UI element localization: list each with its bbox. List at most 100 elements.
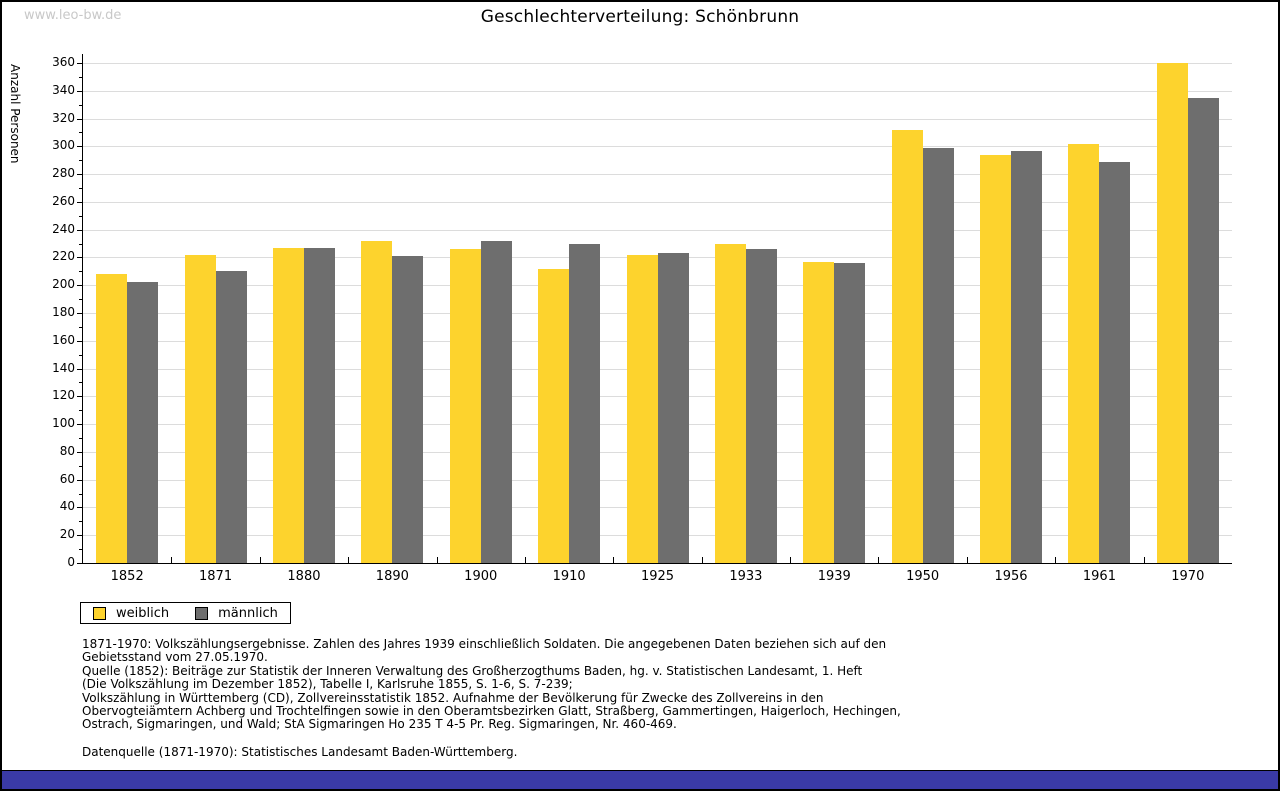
x-axis-tick [436,557,438,563]
y-axis-major-tick [77,229,83,231]
legend-label-maennlich: männlich [218,605,278,621]
y-tick-label: 340 [52,82,75,97]
bar-maennlich-1933 [745,249,777,563]
x-tick-label: 1900 [464,569,498,584]
bar-maennlich-1956 [1011,150,1043,563]
y-axis-major-tick [77,507,83,509]
y-axis-minor-tick [79,493,83,495]
footer-note-line: Obervogteiämtern Achberg und Trochtelfin… [82,704,901,719]
y-axis-minor-tick [79,160,83,162]
y-axis-major-tick [77,118,83,120]
bar-maennlich-1890 [392,256,424,563]
bar-maennlich-1910 [569,243,601,563]
y-axis-minor-tick [79,410,83,412]
y-axis-major-tick [77,396,83,398]
y-tick-label: 300 [52,138,75,153]
y-axis-minor-tick [79,271,83,273]
y-axis-minor-tick [79,326,83,328]
y-axis-major-tick [77,146,83,148]
bar-chart-plot: 0 20 40 60 80 100 120 140 160 180 200 220 240 260 280 3… [2,2,1278,602]
y-tick-label: 100 [52,416,75,431]
y-tick-label: 140 [52,360,75,375]
y-tick-label: 200 [52,277,75,292]
y-tick-label: 240 [52,221,75,236]
bar-weiblich-1852 [96,274,128,563]
y-axis-major-tick [77,535,83,537]
x-tick-label: 1961 [1082,569,1116,584]
y-axis-minor-tick [79,188,83,189]
y-axis-major-tick [77,313,83,314]
bar-weiblich-1970 [1156,63,1188,563]
bar-weiblich-1925 [626,254,658,563]
y-axis-minor-tick [79,215,83,217]
bar-weiblich-1933 [714,243,746,563]
gridline [83,63,1232,64]
y-tick-label: 260 [52,193,75,208]
y-axis-minor-tick [79,76,83,78]
x-axis-tick [966,557,968,563]
y-axis-major-tick [77,368,83,370]
gridline [83,174,1232,176]
x-axis-tick [878,557,880,563]
bar-weiblich-1956 [980,154,1012,563]
legend-item-weiblich: weiblich [93,606,169,621]
y-axis-minor-tick [79,549,83,551]
y-axis-major-tick [77,257,83,259]
x-tick-label: 1956 [994,569,1028,584]
x-tick-label: 1910 [552,569,586,584]
bar-maennlich-1970 [1187,97,1219,563]
gridline [83,118,1232,120]
watermark: www.leo-bw.de [24,8,122,23]
y-axis-minor-tick [79,132,83,134]
footer-note-line: Quelle (1852): Beiträge zur Statistik de… [82,663,863,678]
y-axis-major-tick [77,174,83,176]
y-tick-label: 280 [52,166,75,181]
bar-weiblich-1880 [272,247,304,563]
y-axis-major-tick [77,90,83,92]
y-axis-minor-tick [79,104,83,106]
x-tick-label: 1933 [729,569,763,584]
footer-note-line: Gebietsstand vom 27.05.1970. [82,650,268,665]
bar-maennlich-1900 [480,240,512,563]
y-axis-minor-tick [79,465,83,467]
bar-maennlich-1880 [303,247,335,563]
x-axis-tick [259,557,261,563]
y-tick-label: 320 [52,110,75,125]
bar-weiblich-1890 [361,240,393,563]
bar-maennlich-1939 [834,263,866,563]
y-axis-major-tick [77,424,83,426]
y-axis-major-tick [77,451,83,453]
x-tick-label: 1880 [287,569,321,584]
y-tick-label: 180 [52,305,75,319]
legend-item-maennlich: männlich [195,606,278,621]
y-axis-major-tick [77,285,83,287]
x-axis-tick [701,557,703,563]
y-tick-label: 80 [59,443,75,458]
x-tick-label: 1871 [199,569,233,584]
footer-note-line: 1871-1970: Volkszählungsergebnisse. Zahl… [82,637,887,651]
footer-bar [2,770,1278,789]
y-axis-minor-tick [79,243,83,245]
bar-weiblich-1961 [1068,143,1100,563]
y-tick-label: 220 [52,249,75,264]
y-axis-major-tick [77,340,83,342]
y-axis-major-tick [77,479,83,481]
bar-weiblich-1900 [449,249,481,563]
x-axis-tick [1143,557,1145,563]
x-tick-label: 1950 [906,569,940,584]
y-axis-major-tick [77,563,83,564]
bar-maennlich-1950 [922,147,954,563]
y-tick-label: 120 [52,388,75,403]
bar-maennlich-1925 [657,253,689,563]
y-axis-minor-tick [79,354,83,356]
footer-note-line: (Die Volkszählung im Dezember 1852), Tab… [82,677,573,692]
footer-notes: 1871-1970: Volkszählungsergebnisse. Zahl… [82,637,1202,732]
x-tick-label: 1970 [1171,569,1205,584]
x-tick-label: 1925 [640,569,675,584]
y-tick-label: 20 [59,527,75,542]
y-axis-minor-tick [79,438,83,439]
y-axis-line [82,54,83,564]
footer-note-line: Volkszählung in Württemberg (CD), Zollve… [82,690,824,705]
gridline [83,201,1232,203]
y-axis-minor-tick [79,299,83,301]
